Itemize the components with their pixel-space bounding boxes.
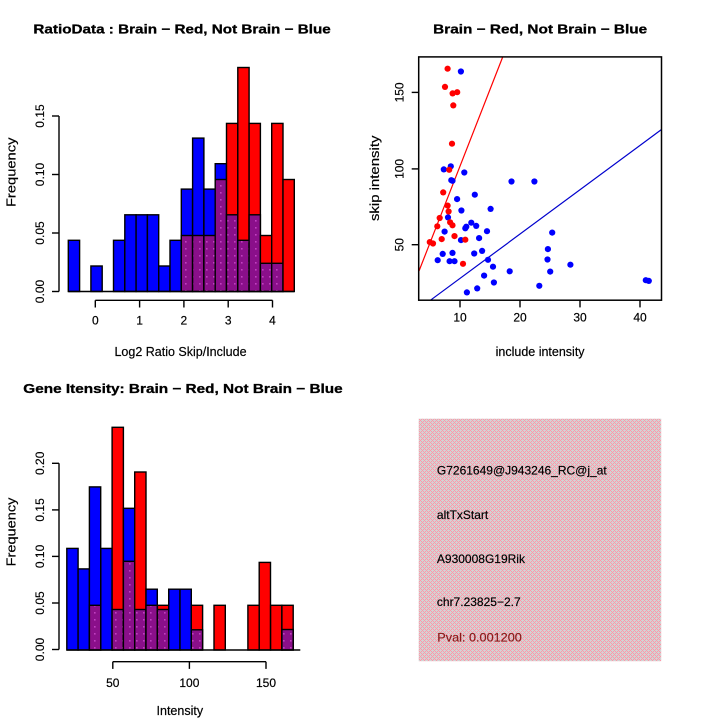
svg-text:altTxStart: altTxStart <box>437 508 489 522</box>
svg-text:3: 3 <box>225 313 232 327</box>
svg-text:2: 2 <box>181 313 188 327</box>
svg-text:Gene Itensity: Brain − Red, No: Gene Itensity: Brain − Red, Not Brain − … <box>23 381 342 396</box>
svg-text:0.10: 0.10 <box>33 162 47 186</box>
svg-text:include intensity: include intensity <box>496 345 586 359</box>
svg-text:RatioData : Brain − Red, Not B: RatioData : Brain − Red, Not Brain − Blu… <box>33 22 330 37</box>
svg-text:skip intensity: skip intensity <box>368 135 382 221</box>
svg-text:1: 1 <box>136 313 143 327</box>
svg-text:0.20: 0.20 <box>33 451 47 475</box>
svg-text:0: 0 <box>92 313 99 327</box>
svg-text:30: 30 <box>573 311 587 325</box>
svg-text:40: 40 <box>633 311 647 325</box>
svg-text:0.15: 0.15 <box>33 104 47 128</box>
svg-text:Frequency: Frequency <box>5 137 19 207</box>
svg-text:0.00: 0.00 <box>33 637 47 661</box>
svg-text:100: 100 <box>393 159 407 179</box>
svg-text:Log2 Ratio Skip/Include: Log2 Ratio Skip/Include <box>114 345 246 359</box>
svg-text:0.00: 0.00 <box>33 279 47 303</box>
svg-text:0.15: 0.15 <box>33 498 47 522</box>
svg-text:0.05: 0.05 <box>33 221 47 245</box>
svg-text:G7261649@J943246_RC@j_at: G7261649@J943246_RC@j_at <box>437 464 607 478</box>
svg-text:150: 150 <box>393 82 407 102</box>
svg-text:50: 50 <box>393 238 407 252</box>
svg-text:0.10: 0.10 <box>33 544 47 568</box>
svg-text:10: 10 <box>453 311 467 325</box>
svg-text:Brain − Red, Not Brain − Blue: Brain − Red, Not Brain − Blue <box>433 22 647 37</box>
svg-text:100: 100 <box>179 676 199 690</box>
svg-text:Intensity: Intensity <box>157 704 204 718</box>
svg-text:4: 4 <box>269 313 276 327</box>
svg-text:Frequency: Frequency <box>5 497 19 567</box>
svg-text:Pval: 0.001200: Pval: 0.001200 <box>437 630 522 644</box>
svg-text:chr7.23825−2.7: chr7.23825−2.7 <box>437 595 521 609</box>
svg-text:0.05: 0.05 <box>33 591 47 615</box>
svg-text:20: 20 <box>513 311 527 325</box>
svg-text:A930008G19Rik: A930008G19Rik <box>437 552 526 566</box>
svg-text:150: 150 <box>256 676 276 690</box>
svg-text:50: 50 <box>106 676 120 690</box>
